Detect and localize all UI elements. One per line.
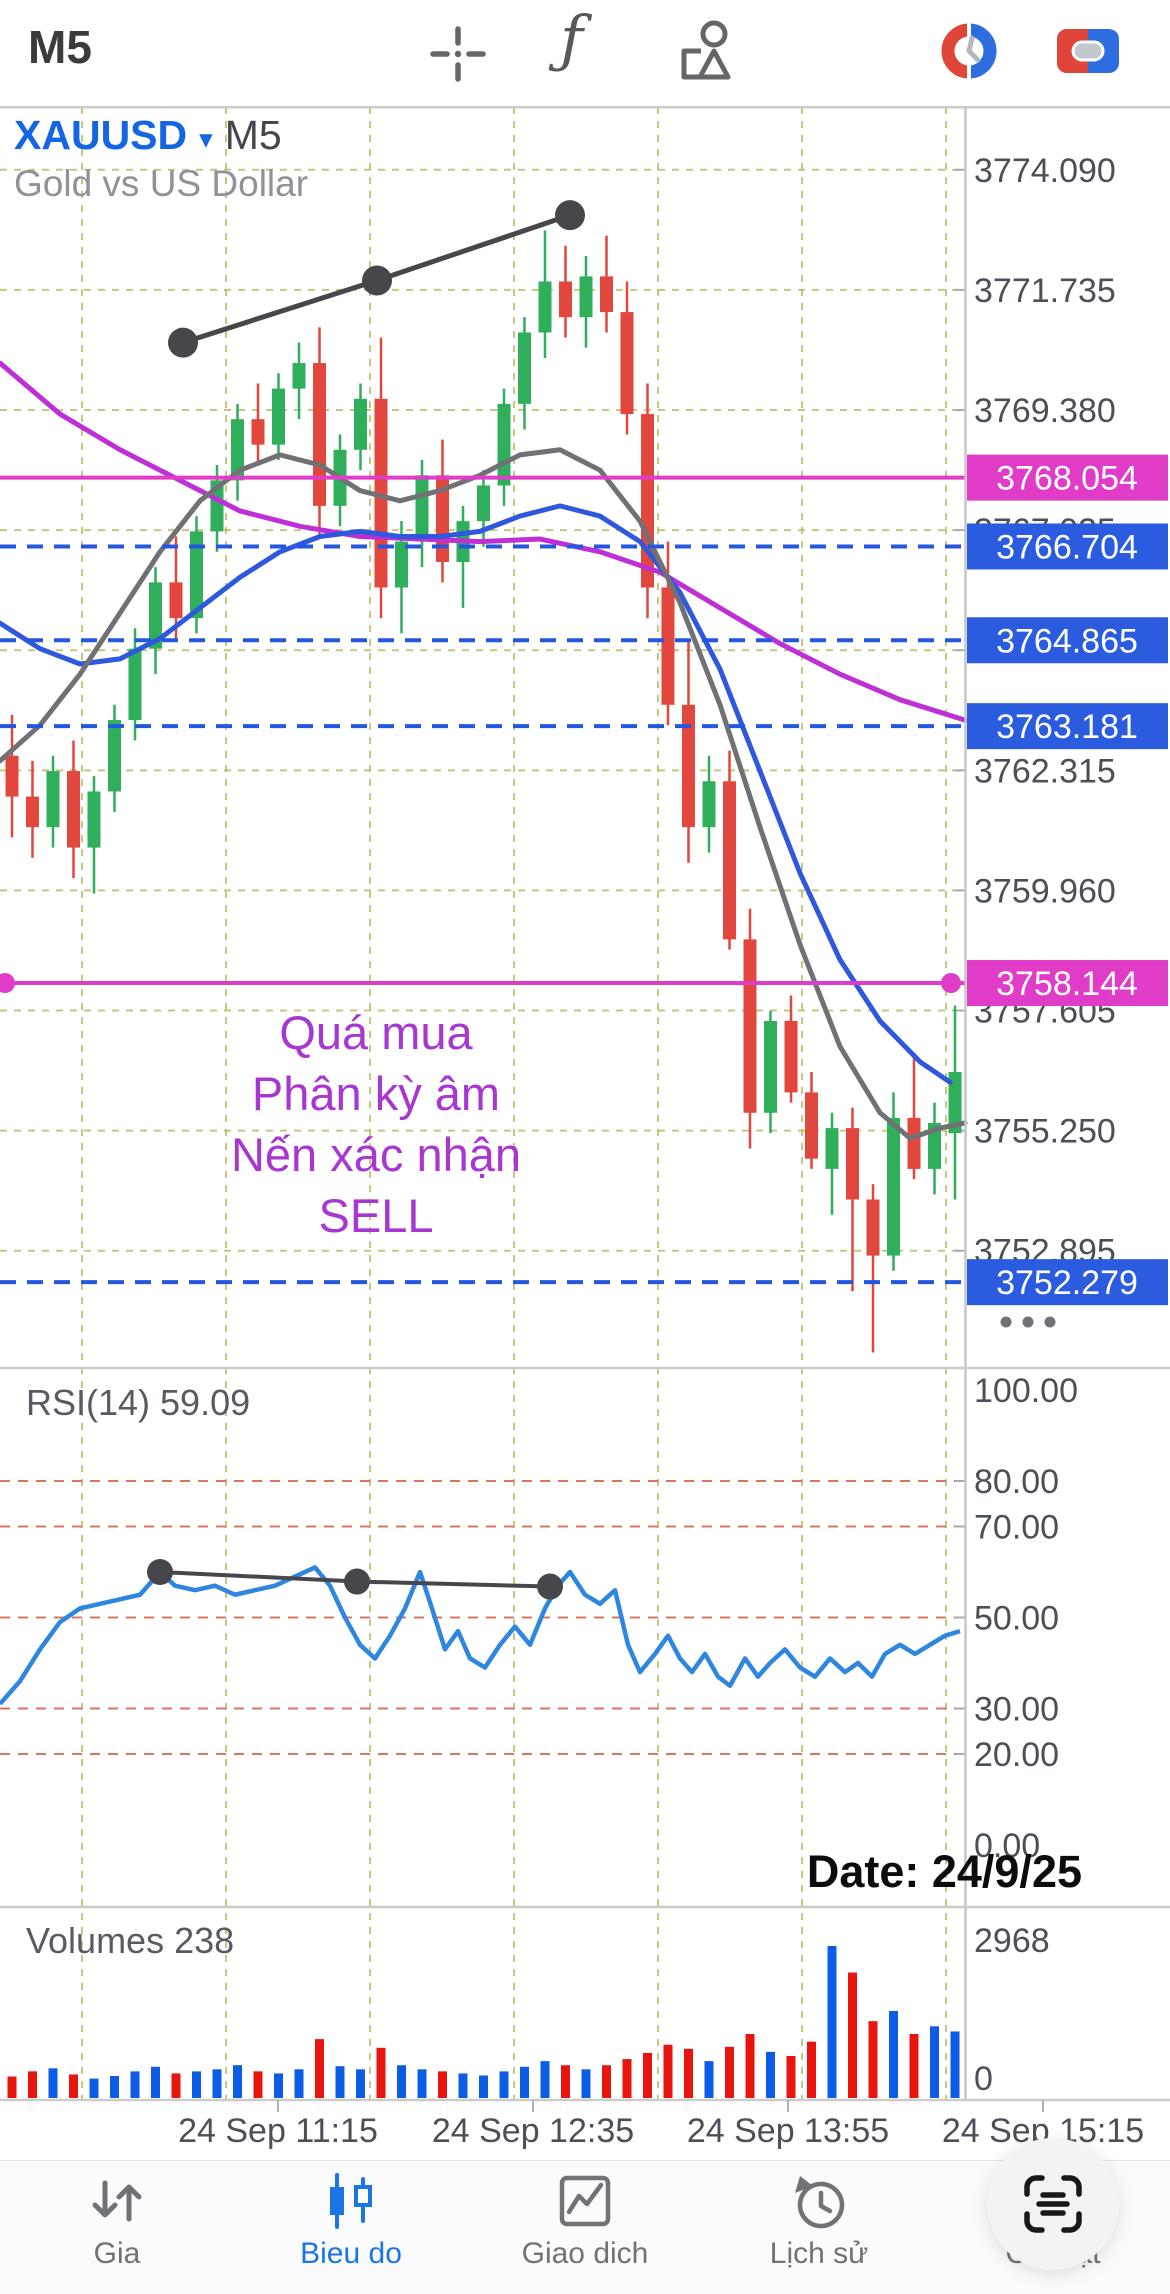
symbol-name[interactable]: XAUUSD — [14, 112, 188, 158]
objects-icon[interactable] — [676, 18, 742, 84]
rsi-axis-label: 20.00 — [974, 1736, 1059, 1774]
time-axis-label: 24 Sep 11:15 — [178, 2112, 378, 2150]
symbol-selector[interactable]: XAUUSD ▾ M5 — [14, 112, 282, 159]
annotation-line: Nến xác nhận — [230, 1128, 522, 1181]
buy-sell-toggle-icon[interactable] — [1056, 28, 1120, 74]
annotation-line: Phân kỳ âm — [251, 1067, 501, 1120]
rsi-axis-label: 100.00 — [974, 1372, 1078, 1410]
nav-item-trade[interactable]: Giao dich — [468, 2161, 702, 2294]
date-annotation: Date: 24/9/25 — [806, 1846, 1082, 1897]
nav-label: Bieu do — [300, 2237, 402, 2270]
price-axis-label: 3774.090 — [974, 152, 1116, 190]
more-levels-ellipsis — [1044, 1316, 1056, 1328]
mid-ma-line — [0, 503, 953, 1085]
annotation-line: Quá mua — [279, 1006, 473, 1059]
nav-label: Gia — [93, 2237, 141, 2270]
price-level-badge-label: 3766.704 — [996, 528, 1138, 566]
time-axis-label: 24 Sep 13:55 — [687, 2112, 889, 2150]
price-axis-label: 3759.960 — [974, 872, 1116, 910]
symbol-description: Gold vs US Dollar — [14, 163, 309, 204]
bottom-nav: Gia Bieu do Giao dich — [0, 2160, 1170, 2294]
price-level-badge-label: 3752.279 — [996, 1264, 1138, 1302]
scan-text-icon — [1024, 2175, 1082, 2233]
price-level-badge — [967, 454, 1168, 501]
nav-item-quotes[interactable]: Gia — [0, 2161, 234, 2294]
price-level-badge — [967, 1259, 1168, 1306]
rsi-line — [0, 1565, 961, 1706]
price-axis-label: 3762.315 — [974, 752, 1116, 790]
rsi-axis-label: 0.00 — [974, 1827, 1040, 1865]
more-levels-ellipsis — [1000, 1316, 1012, 1328]
volume-axis-label: 0 — [974, 2060, 993, 2098]
chart-canvas[interactable]: 3767.0253764.6703774.0903771.7353769.380… — [0, 106, 1170, 2160]
rsi-indicator-label: RSI(14) 59.09 — [26, 1382, 251, 1423]
price-axis-label: 3769.380 — [974, 392, 1116, 430]
crosshair-icon[interactable] — [428, 24, 488, 84]
fast-ma-line — [0, 447, 968, 1141]
price-axis-label: 3771.735 — [974, 272, 1116, 310]
rsi-axis-label: 70.00 — [974, 1509, 1059, 1547]
analysis-annotation: Quá mua Phân kỳ âm Nến xác nhận SELL — [156, 1002, 596, 1246]
chevron-down-icon[interactable]: ▾ — [199, 124, 213, 154]
slow-ma-line — [0, 360, 968, 723]
nav-item-chart[interactable]: Bieu do — [234, 2161, 468, 2294]
annotation-line: SELL — [318, 1189, 434, 1242]
price-arrows-icon — [92, 2180, 142, 2222]
price-level-badge — [967, 703, 1168, 750]
price-level-badge — [967, 617, 1168, 664]
trade-chart-icon — [559, 2175, 611, 2227]
rsi-axis-label: 80.00 — [974, 1463, 1059, 1501]
price-level-badge-label: 3764.865 — [996, 622, 1138, 660]
candles-layer — [5, 230, 962, 1353]
nav-item-history[interactable]: Lịch sử — [702, 2161, 936, 2294]
price-level-badge-label: 3763.181 — [996, 708, 1138, 746]
price-level-badge — [967, 960, 1168, 1007]
volumes-indicator-label: Volumes 238 — [26, 1920, 235, 1961]
more-levels-ellipsis — [1022, 1316, 1034, 1328]
symbol-timeframe: M5 — [224, 112, 282, 158]
price-level-badge-label: 3768.054 — [996, 460, 1138, 498]
indicators-icon[interactable]: ƒ — [560, 2, 583, 75]
candlestick-chart-icon — [330, 2173, 372, 2229]
volume-bars-layer — [7, 1946, 960, 2098]
time-axis-label: 24 Sep 12:35 — [432, 2112, 634, 2150]
top-toolbar: M5 ƒ — [0, 0, 1170, 106]
price-level-badge — [967, 523, 1168, 570]
price-axis-label: 3755.250 — [974, 1113, 1116, 1151]
scan-floating-button[interactable] — [987, 2138, 1119, 2270]
timeframe-label[interactable]: M5 — [28, 21, 92, 73]
history-clock-icon — [795, 2176, 845, 2229]
rsi-axis-label: 50.00 — [974, 1600, 1059, 1638]
nav-label: Lịch sử — [769, 2237, 869, 2270]
rsi-axis-label: 30.00 — [974, 1691, 1059, 1729]
nav-label: Giao dich — [521, 2237, 649, 2270]
volume-axis-label: 2968 — [974, 1922, 1050, 1960]
market-sessions-clock-icon[interactable] — [938, 20, 1000, 82]
price-level-badge-label: 3758.144 — [996, 965, 1138, 1003]
